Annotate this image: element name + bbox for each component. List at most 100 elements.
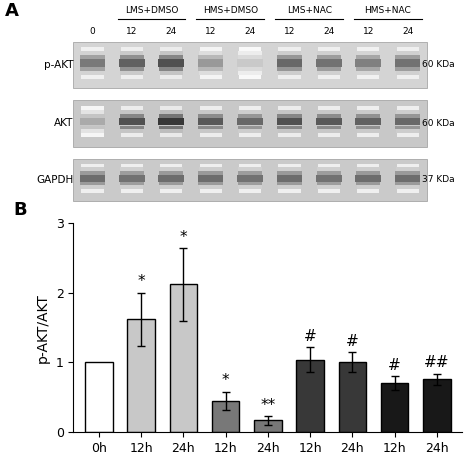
- Bar: [160, 164, 182, 167]
- Bar: [73, 101, 427, 147]
- Bar: [317, 130, 340, 133]
- Bar: [159, 126, 183, 129]
- Bar: [395, 171, 420, 175]
- Bar: [238, 126, 262, 129]
- Bar: [128, 319, 155, 432]
- Text: **: **: [260, 398, 275, 413]
- Bar: [80, 114, 105, 117]
- Bar: [158, 121, 184, 126]
- Bar: [278, 110, 301, 114]
- Bar: [316, 59, 342, 63]
- Bar: [158, 63, 184, 67]
- Bar: [395, 175, 420, 178]
- Bar: [199, 55, 223, 59]
- Bar: [356, 59, 381, 63]
- Bar: [80, 67, 105, 71]
- Bar: [357, 47, 379, 51]
- Bar: [238, 167, 262, 171]
- Bar: [396, 51, 419, 55]
- Bar: [277, 114, 301, 117]
- Bar: [81, 51, 104, 55]
- Text: GAPDH: GAPDH: [36, 175, 73, 185]
- Bar: [160, 167, 183, 171]
- Text: *: *: [222, 373, 229, 388]
- Bar: [119, 118, 145, 121]
- Bar: [80, 126, 105, 129]
- Bar: [395, 182, 420, 185]
- Text: 0: 0: [90, 27, 95, 36]
- Bar: [199, 71, 222, 75]
- Bar: [80, 171, 105, 175]
- Bar: [395, 55, 420, 59]
- Bar: [238, 67, 262, 71]
- Bar: [121, 106, 143, 110]
- Bar: [316, 118, 342, 121]
- Bar: [199, 110, 222, 114]
- Bar: [296, 360, 324, 432]
- Bar: [237, 121, 263, 126]
- Bar: [396, 167, 419, 171]
- Bar: [121, 133, 143, 137]
- Bar: [356, 118, 381, 121]
- Bar: [199, 114, 223, 117]
- Bar: [238, 185, 262, 189]
- Bar: [278, 71, 301, 75]
- Bar: [85, 363, 112, 432]
- Text: 24: 24: [323, 27, 335, 36]
- Bar: [198, 178, 223, 182]
- Bar: [316, 178, 342, 182]
- Y-axis label: p-AKT/AKT: p-AKT/AKT: [36, 293, 50, 363]
- Bar: [199, 51, 222, 55]
- Bar: [160, 71, 183, 75]
- Text: 60 KDa: 60 KDa: [422, 119, 455, 128]
- Bar: [158, 118, 184, 121]
- Bar: [254, 420, 282, 432]
- Text: 60 KDa: 60 KDa: [422, 61, 455, 69]
- Bar: [395, 178, 420, 182]
- Bar: [159, 67, 183, 71]
- Bar: [81, 185, 104, 189]
- Bar: [238, 171, 262, 175]
- Bar: [239, 75, 261, 79]
- Bar: [356, 185, 380, 189]
- Bar: [212, 401, 239, 432]
- Bar: [199, 67, 223, 71]
- Bar: [120, 185, 144, 189]
- Bar: [357, 189, 379, 192]
- Bar: [278, 106, 301, 110]
- Bar: [318, 47, 340, 51]
- Bar: [356, 130, 380, 133]
- Bar: [120, 130, 144, 133]
- Bar: [356, 182, 381, 185]
- Bar: [120, 71, 144, 75]
- Text: 12: 12: [284, 27, 295, 36]
- Bar: [80, 55, 105, 59]
- Bar: [81, 167, 104, 171]
- Text: 12: 12: [363, 27, 374, 36]
- Bar: [119, 63, 145, 67]
- Bar: [73, 159, 427, 201]
- Bar: [317, 185, 340, 189]
- Bar: [397, 47, 419, 51]
- Text: #: #: [388, 358, 401, 373]
- Bar: [80, 59, 105, 63]
- Bar: [316, 175, 342, 178]
- Text: p-AKT: p-AKT: [44, 60, 73, 70]
- Bar: [317, 51, 340, 55]
- Bar: [278, 167, 301, 171]
- Bar: [239, 189, 261, 192]
- Bar: [160, 47, 182, 51]
- Bar: [317, 110, 340, 114]
- Bar: [82, 189, 103, 192]
- Bar: [356, 55, 381, 59]
- Bar: [237, 118, 263, 121]
- Bar: [318, 164, 340, 167]
- Bar: [158, 178, 184, 182]
- Bar: [200, 133, 222, 137]
- Bar: [121, 164, 143, 167]
- Bar: [338, 362, 366, 432]
- Bar: [238, 110, 262, 114]
- Bar: [356, 175, 381, 178]
- Bar: [277, 55, 301, 59]
- Bar: [356, 114, 381, 117]
